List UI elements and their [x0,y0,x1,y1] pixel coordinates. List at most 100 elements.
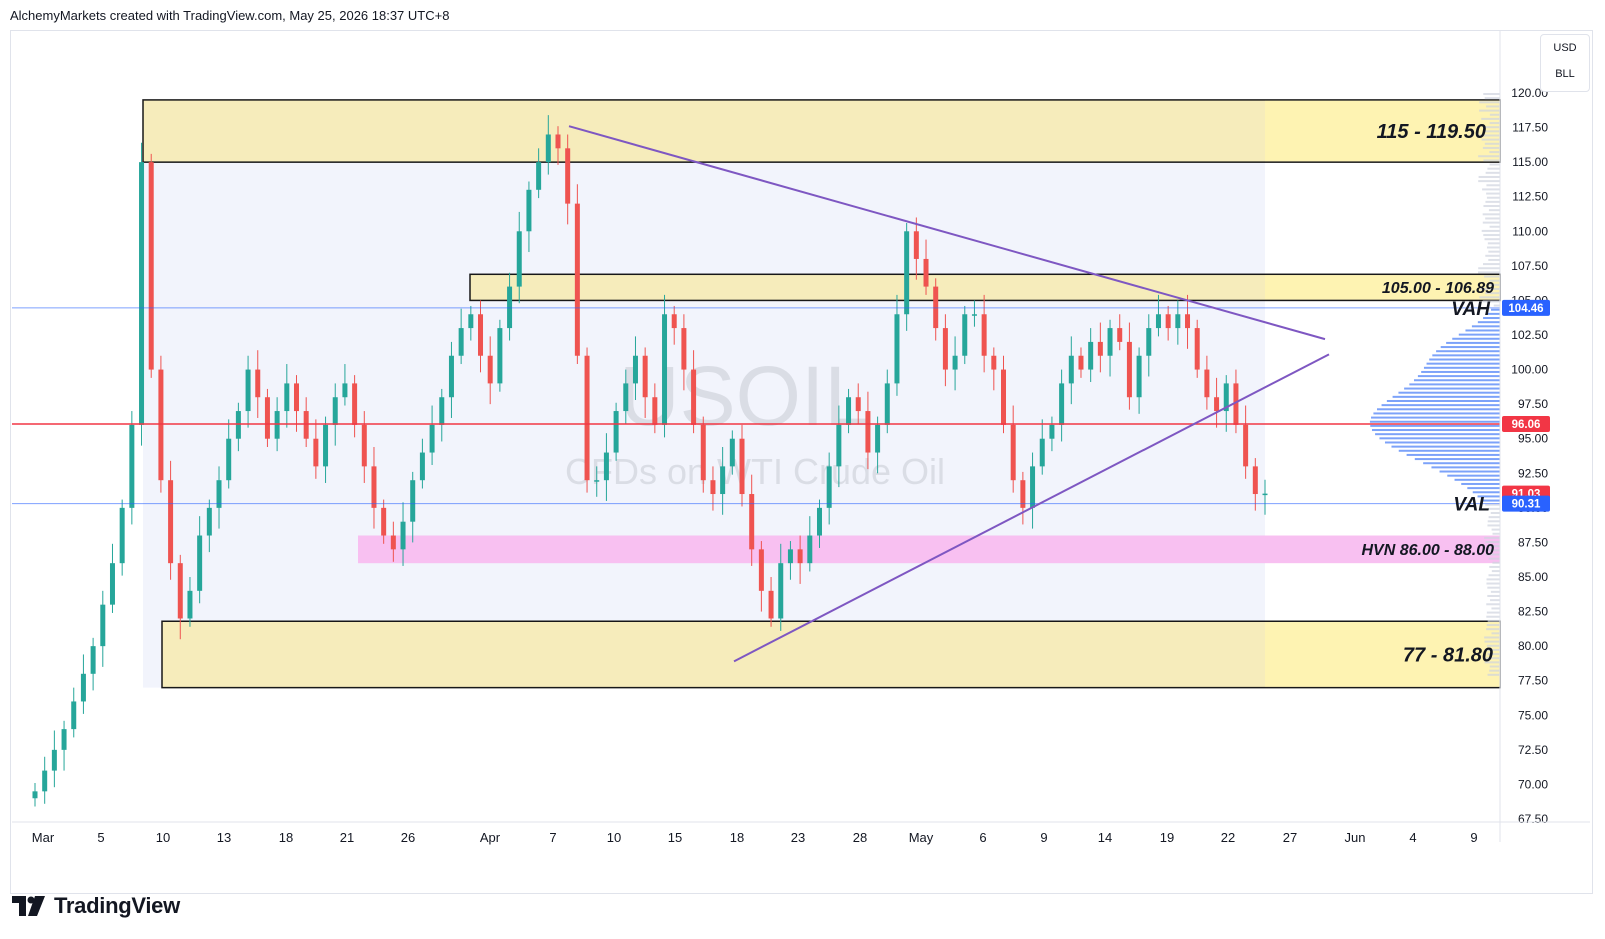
candle-body [691,370,696,425]
watermark-symbol: USOIL [619,349,871,443]
candle-body [91,646,96,674]
tradingview-logo-icon [12,896,48,916]
candle-body [459,328,464,356]
candle-body [827,466,832,507]
price-tick-label: 97.50 [1518,397,1548,411]
volume-profile-bar [1398,392,1500,394]
candle-body [304,411,309,439]
candle-body [720,466,725,494]
volume-profile-bar [1488,508,1500,510]
volume-profile-bar [1490,122,1500,124]
time-tick-label: 21 [340,830,354,845]
volume-profile-bar [1484,636,1500,638]
candle-body [1001,370,1006,425]
candle-body [856,397,861,411]
candle-body [71,701,76,729]
candle-body [420,453,425,481]
volume-profile-bar [1393,396,1500,398]
price-tick-label: 112.50 [1512,190,1548,204]
volume-profile-bar [1491,309,1500,311]
unit-label[interactable]: BLL [1541,61,1589,87]
candle-body [536,162,541,190]
volume-profile-bar [1489,151,1500,153]
volume-profile-bar [1370,421,1500,423]
price-tick-label: 115.00 [1512,155,1548,169]
time-tick-label: 5 [97,830,104,845]
volume-profile-bar [1486,603,1500,605]
candle-body [265,397,270,438]
candle-body [323,425,328,466]
unit-selector[interactable]: USD BLL [1540,34,1590,92]
price-tick-label: 75.00 [1518,708,1548,722]
volume-profile-bar [1440,471,1500,473]
candle-body [991,356,996,370]
volume-profile-bar [1483,263,1500,265]
candle-body [507,287,512,328]
time-tick-label: 15 [668,830,682,845]
volume-profile-bar [1486,172,1500,174]
candle-body [526,190,531,231]
volume-profile-bar [1377,408,1500,410]
tradingview-logo[interactable]: TradingView [12,891,180,921]
volume-profile-bar [1485,255,1500,257]
volume-profile-bar [1478,267,1500,269]
price-tick-label: 92.50 [1518,466,1548,480]
candle-body [1127,342,1132,397]
volume-profile-bar [1486,616,1500,618]
volume-profile-bar [1478,321,1500,323]
volume-profile-bar [1493,533,1500,535]
volume-profile-bar [1370,425,1500,427]
candle-body [1049,425,1054,439]
candle-body [894,314,899,383]
hvn-zone-label: HVN 86.00 - 88.00 [1361,542,1494,559]
candle-body [129,425,134,508]
volume-profile-bar [1491,512,1500,514]
volume-profile-bar [1465,329,1500,331]
candle-body [33,791,38,798]
volume-profile-bar [1385,441,1500,443]
time-tick-label: 26 [401,830,415,845]
candle-body [546,134,551,162]
val-label: VAL [1453,495,1490,516]
candle-body [730,439,735,467]
currency-label[interactable]: USD [1541,35,1589,61]
volume-profile-bar [1488,620,1500,622]
support-zone-77-label: 77 - 81.80 [1403,645,1493,667]
volume-profile-bar [1488,520,1500,522]
candle-body [275,411,280,439]
candle-body [1069,356,1074,384]
volume-profile-bar [1432,354,1500,356]
volume-profile-bar [1490,226,1500,228]
candle-body [846,397,851,425]
volume-profile-bar [1494,305,1500,307]
volume-profile-bar [1489,209,1500,211]
volume-profile-bar [1488,251,1500,253]
candle-body [924,259,929,287]
volume-profile-bar [1486,628,1500,630]
candle-body [875,425,880,453]
candle-body [1166,314,1171,328]
time-tick-label: 13 [217,830,231,845]
candle-body [1146,328,1151,356]
price-tick-label: 100.00 [1511,363,1548,377]
candle-body [430,425,435,453]
resistance-zone-115-label: 115 - 119.50 [1377,121,1486,143]
volume-profile-bar [1485,238,1500,240]
time-tick-label: 27 [1283,830,1297,845]
volume-profile-bar [1461,483,1500,485]
candle-body [1011,425,1016,480]
time-tick-label: May [909,830,934,845]
resistance-zone-105-label: 105.00 - 106.89 [1382,280,1494,297]
candle-body [701,425,706,480]
volume-profile-bar [1488,242,1500,244]
volume-profile-bar [1487,587,1500,589]
volume-profile-bar [1478,180,1500,182]
candle-body [865,411,870,452]
time-tick-label: Jun [1345,830,1366,845]
price-tick-label: 107.50 [1511,259,1548,273]
candle-body [836,425,841,466]
candle-body [652,397,657,425]
vah-label: VAH [1451,299,1491,320]
time-tick-label: 22 [1221,830,1235,845]
